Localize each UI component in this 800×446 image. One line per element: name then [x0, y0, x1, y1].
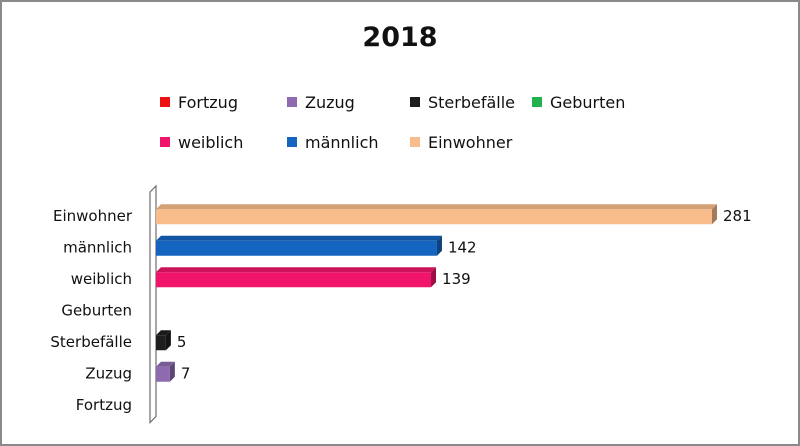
legend-swatch — [287, 137, 297, 147]
value-label-0: 281 — [723, 207, 752, 225]
legend-swatch — [160, 137, 170, 147]
value-label-4: 5 — [177, 333, 187, 351]
legend-swatch — [160, 97, 170, 107]
category-label-4: Sterbefälle — [50, 333, 132, 351]
category-axis-wall — [149, 184, 157, 424]
legend-label: Geburten — [550, 92, 626, 112]
legend-swatch — [287, 97, 297, 107]
legend-label: Sterbefälle — [428, 92, 516, 112]
category-label-0: Einwohner — [53, 207, 133, 225]
legend-item-1: Zuzug — [287, 92, 355, 112]
category-label-2: weiblich — [71, 270, 132, 288]
category-label-5: Zuzug — [85, 364, 132, 382]
category-label-6: Fortzug — [76, 396, 132, 414]
bar-1 — [156, 235, 442, 256]
legend-item-5: männlich — [287, 132, 379, 152]
category-label-1: männlich — [63, 238, 132, 256]
legend-item-3: Geburten — [532, 92, 625, 112]
value-label-5: 7 — [181, 364, 191, 382]
chart-title: 2018 — [362, 22, 438, 53]
legend-item-0: Fortzug — [160, 92, 238, 112]
legend-label: männlich — [305, 132, 379, 152]
legend-swatch — [532, 97, 542, 107]
legend-label: Zuzug — [305, 92, 355, 112]
value-label-1: 142 — [448, 238, 477, 256]
bar-5 — [156, 361, 175, 382]
bar-2 — [156, 267, 437, 288]
legend-item-2: Sterbefälle — [410, 92, 515, 112]
bar-4 — [156, 330, 171, 351]
legend-swatch — [410, 97, 420, 107]
legend-swatch — [410, 137, 420, 147]
legend-label: weiblich — [178, 132, 244, 152]
legend-label: Einwohner — [428, 132, 513, 152]
legend-item-6: Einwohner — [410, 132, 512, 152]
legend-label: Fortzug — [178, 92, 238, 112]
category-label-3: Geburten — [61, 301, 132, 319]
value-label-2: 139 — [442, 270, 471, 288]
legend-item-4: weiblich — [160, 132, 243, 152]
bar-0 — [156, 204, 717, 225]
